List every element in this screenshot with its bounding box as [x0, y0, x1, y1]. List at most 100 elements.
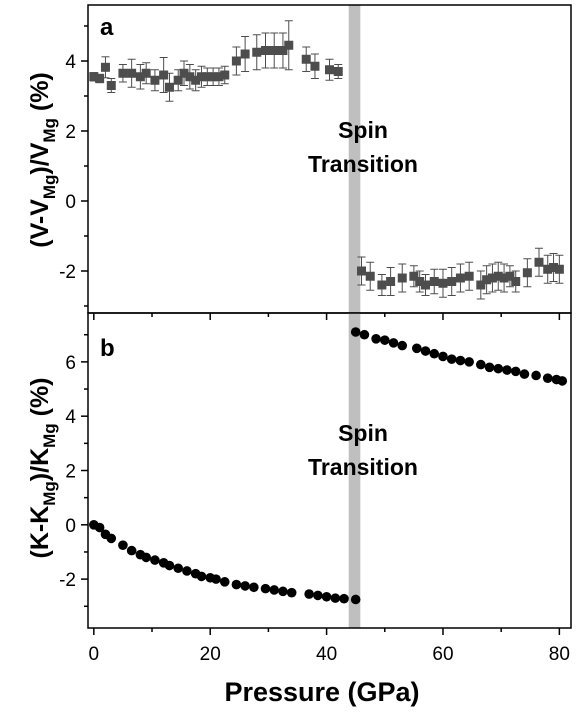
panel-a-data-point: [284, 40, 294, 50]
panel-b-data-point: [350, 327, 361, 337]
panel-b-data-point: [313, 590, 323, 601]
panel-a-data-point: [543, 264, 553, 274]
panel-a-data-point: [89, 72, 99, 82]
panel-b-data-point: [231, 579, 242, 590]
panel-a-data-point: [534, 257, 544, 267]
ylabel-b-sub2: Mg: [40, 423, 59, 448]
panel-b-data-point: [278, 586, 288, 597]
panel-b-data-point: [388, 338, 399, 348]
panel-a-data-point: [252, 47, 262, 57]
panel-a-data-point: [421, 280, 431, 290]
panel-b-data-point: [118, 540, 128, 550]
x-tick-label: 40: [316, 644, 337, 665]
panel-b-data-point: [211, 574, 221, 584]
panel-b-y-tick-label: 4: [65, 407, 76, 428]
panel-b-data-point: [397, 340, 408, 351]
panel-a-data-point: [438, 278, 448, 288]
panel-b-data-point: [150, 555, 160, 565]
panel-b-data-point: [141, 552, 151, 563]
panel-a-data-point: [325, 65, 334, 75]
panel-b-data-point: [286, 587, 297, 598]
panel-a-data-point: [415, 277, 425, 286]
panel-b-data-point: [304, 589, 314, 599]
ylabel-b-sub1: Mg: [40, 481, 59, 506]
panel-a-annotation-line1: Spin: [338, 117, 388, 143]
panel-b-data-point: [379, 335, 390, 345]
panel-b-data-point: [484, 362, 495, 373]
panel-a-data-point: [185, 72, 195, 82]
panel-a-data-point: [127, 68, 137, 78]
panel-a-data-point: [231, 56, 241, 66]
panel-a-data-point: [429, 277, 439, 286]
panel-b-data-point: [196, 571, 207, 582]
panel-a-data-point: [522, 268, 532, 278]
panel-b-data-point: [106, 533, 117, 544]
panel-b-annotation-line1: Spin: [338, 420, 388, 446]
panel-a-y-tick-label: 2: [65, 122, 76, 143]
panel-b-data-point: [164, 560, 175, 571]
panel-b-data-point: [330, 593, 341, 603]
panel-a-data-point: [95, 74, 105, 83]
panel-b-data-point: [429, 348, 440, 359]
panel-a-data-point: [269, 46, 279, 55]
x-axis-title: Pressure (GPa): [224, 677, 419, 707]
panel-a-data-point: [208, 72, 218, 82]
panel-a-data-point: [202, 72, 212, 82]
panel-a-data-point: [482, 275, 492, 285]
panel-a-data-point: [150, 75, 160, 85]
ylabel-b-part3: (%): [26, 377, 54, 423]
panel-a-data-point: [220, 70, 230, 80]
panel-a-y-tick-label: 4: [65, 52, 76, 73]
panel-a-data-point: [118, 68, 128, 78]
panel-b-y-tick-label: 0: [65, 516, 76, 537]
panel-a-data-point: [260, 46, 270, 55]
panel-a-data-point: [493, 271, 503, 281]
panel-b-data-point: [339, 593, 349, 604]
panel-b-annotation-line2: Transition: [308, 454, 418, 480]
panel-a-data-point: [310, 61, 320, 71]
panel-a-data-point: [240, 49, 250, 59]
panel-a-data-point: [554, 264, 564, 274]
panel-a-data-point: [409, 271, 419, 281]
panel-b-y-tick-label: 6: [65, 353, 76, 374]
panel-a-y-tick-label: 0: [65, 192, 76, 213]
panel-a-data-point: [278, 46, 288, 55]
panel-a-data-point: [511, 277, 521, 286]
x-tick-label: 20: [200, 644, 221, 665]
panel-b-spin-transition-band: [348, 313, 361, 628]
panel-a-data-point: [499, 273, 509, 283]
panel-a-data-point: [505, 271, 515, 281]
panel-b-data-point: [126, 545, 137, 556]
panel-b-data-point: [542, 373, 553, 383]
panel-b-data-point: [182, 566, 192, 576]
panel-a-data-point: [106, 81, 116, 90]
panel-a-data-point: [487, 273, 497, 283]
panel-b-data-point: [446, 354, 457, 364]
panel-b-data-point: [531, 370, 541, 381]
ylabel-a-part1: (V-V: [26, 199, 54, 248]
ylabel-b-part1: (K-K: [26, 506, 54, 559]
panel-a-data-point: [447, 277, 457, 286]
ylabel-a-part2: )/V: [26, 142, 54, 174]
panel-b-data-point: [260, 583, 271, 594]
panel-a-data-point: [377, 280, 387, 290]
panel-a-data-point: [214, 72, 224, 82]
panel-b-data-point: [455, 355, 466, 366]
panel-b-data-point: [219, 577, 230, 587]
ylabel-a-part3: (%): [26, 72, 54, 118]
panel-a-data-point: [333, 67, 343, 76]
panel-a-data-point: [301, 54, 311, 64]
panel-b-data-point: [350, 594, 361, 605]
panel-a-data-point: [164, 82, 174, 92]
ylabel-b-part2: )/K: [26, 448, 54, 481]
panel-a-data-point: [464, 271, 474, 281]
panel-b-data-point: [321, 591, 332, 602]
panel-a-data-point: [141, 68, 151, 78]
panel-b-data-point: [557, 376, 568, 386]
x-tick-label: 0: [89, 644, 100, 665]
panel-a-label: a: [100, 14, 114, 41]
panel-b-data-point: [510, 366, 521, 377]
panel-b-frame: [87, 312, 572, 629]
